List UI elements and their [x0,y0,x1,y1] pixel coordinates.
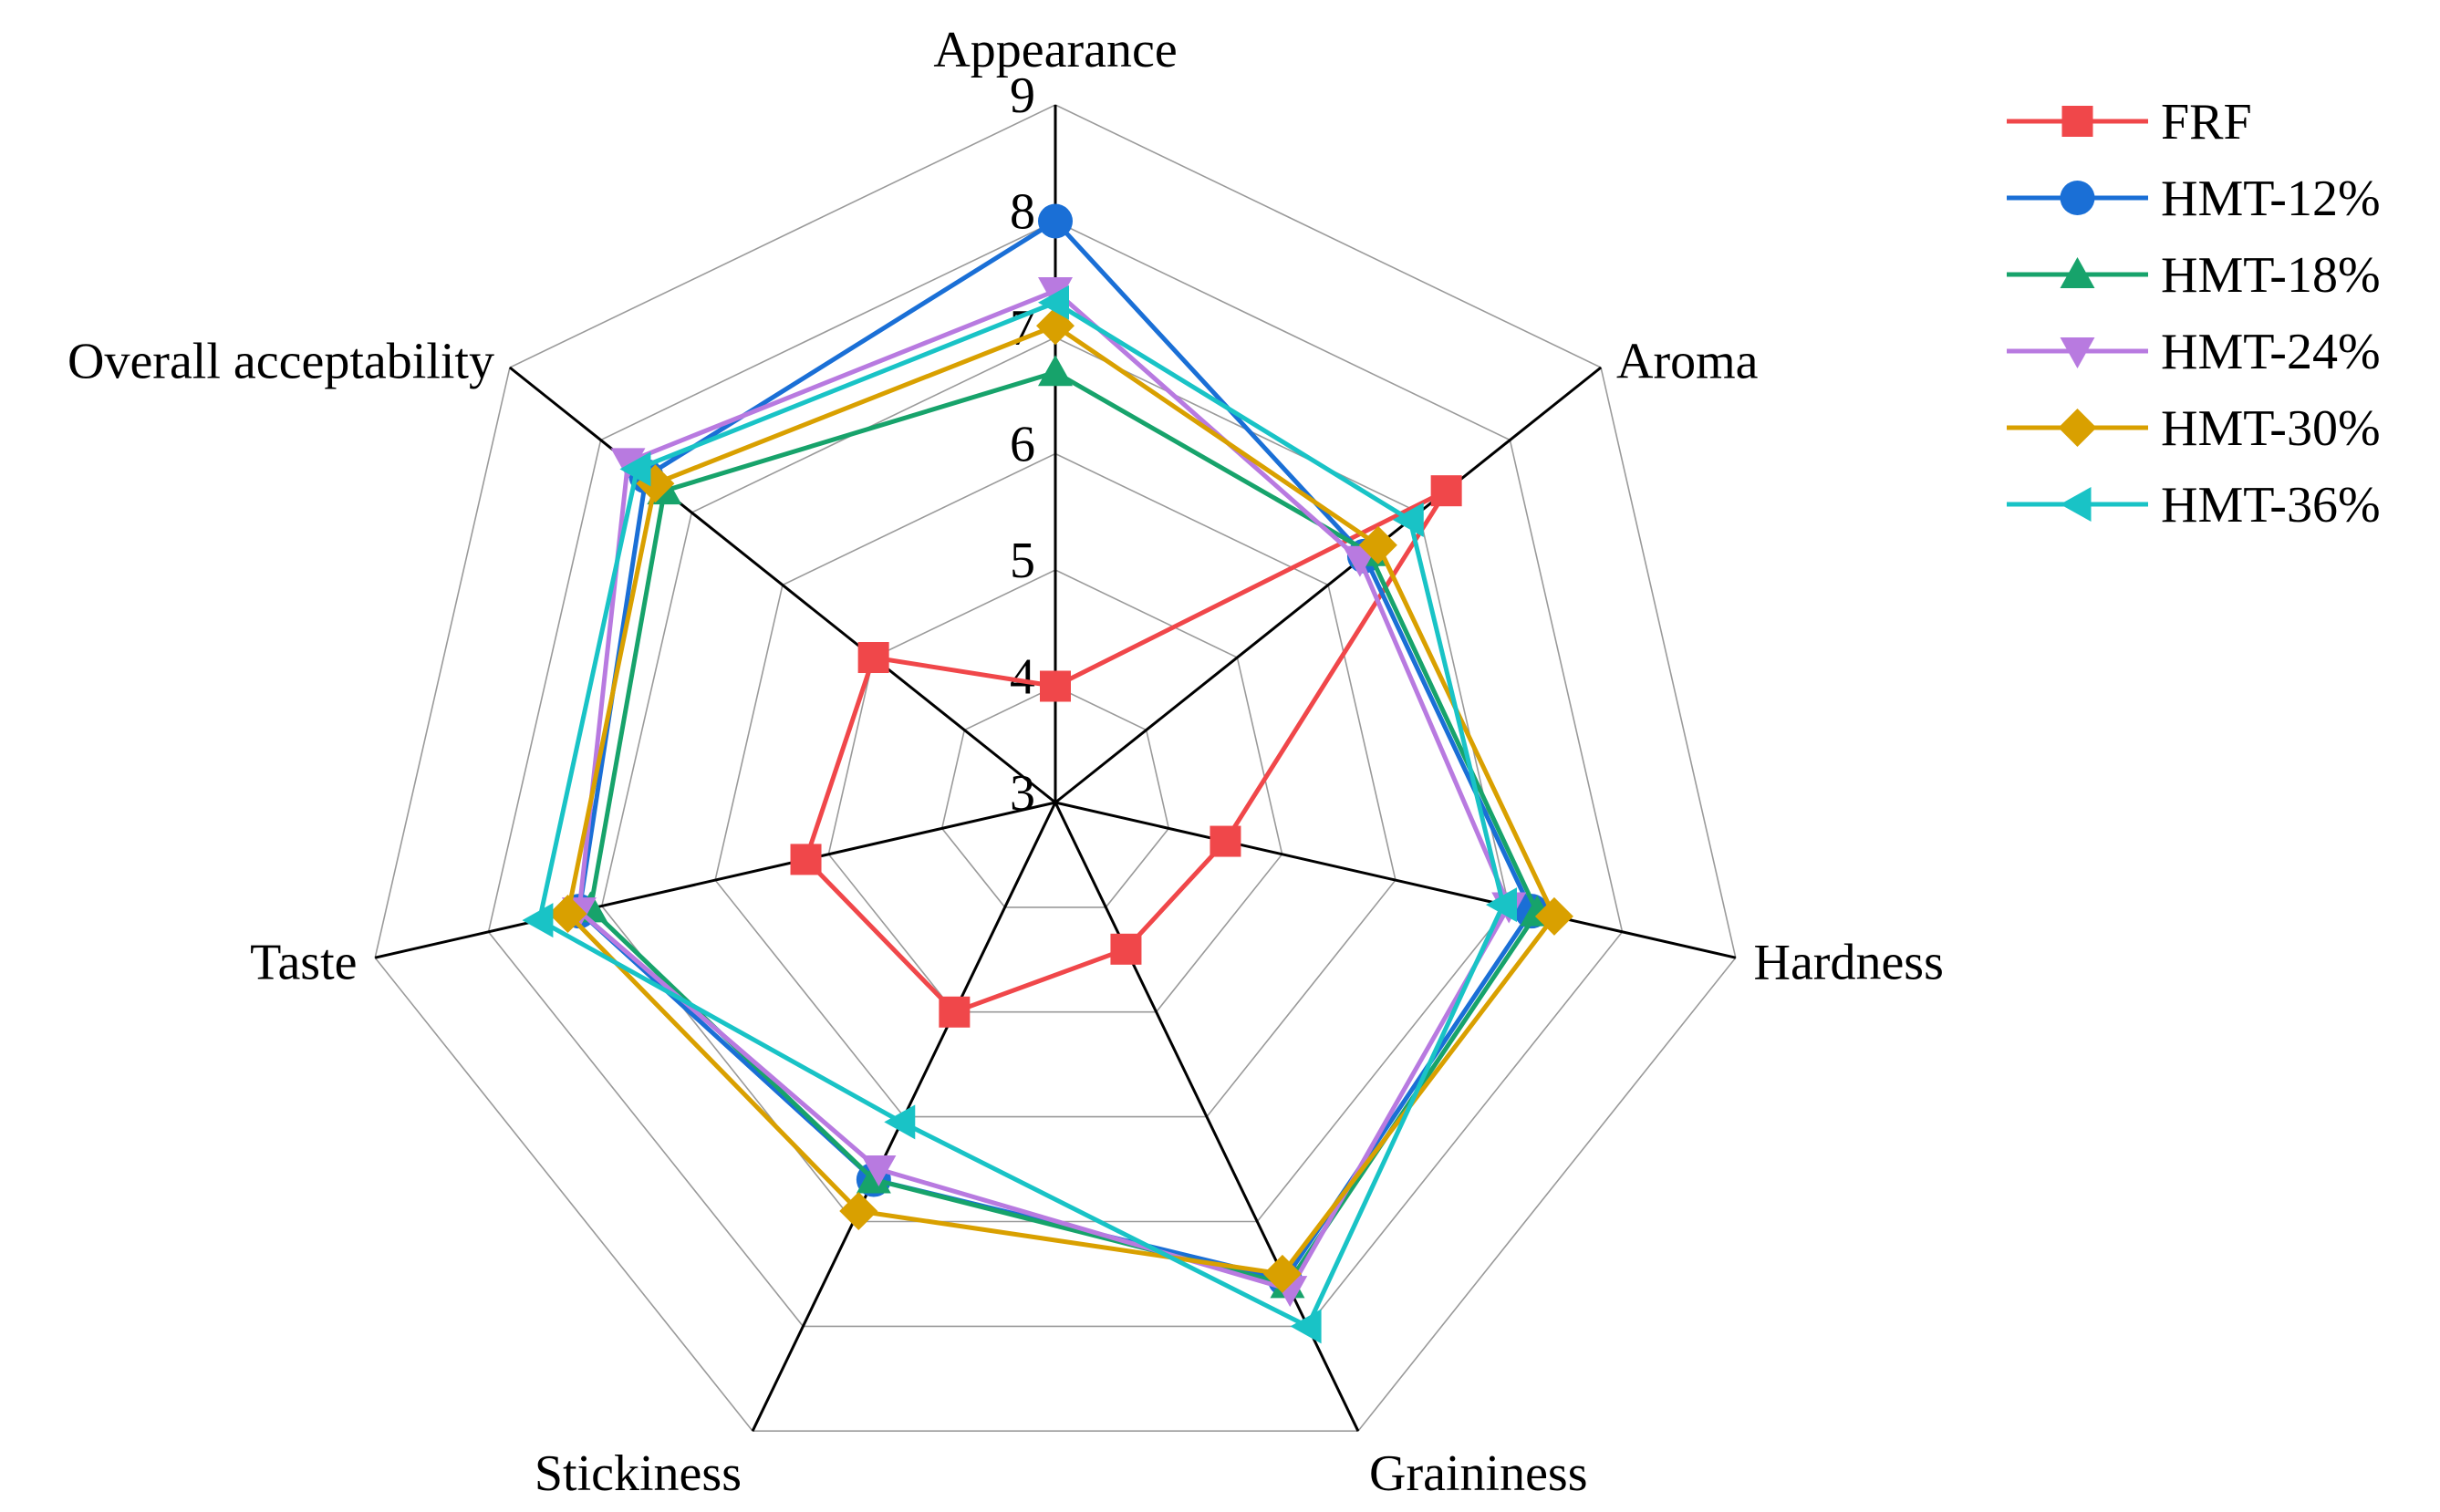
data-point-hmt-30 [839,1192,878,1231]
axis-labels: Appearance Aroma Hardness Graininess Stickin… [67,22,1944,1502]
axis-label-appearance: Appearance [933,22,1177,78]
legend-item-hmt-24: HMT-24% [2007,324,2381,380]
data-point-frf [857,642,889,674]
data-point-hmt-36 [1485,887,1517,923]
legend-item-hmt-18: HMT-18% [2007,247,2381,304]
series-line-hmt-18 [587,369,1540,1287]
tick-label: 4 [1010,649,1035,706]
legend: FRF HMT-12% HMT-18% HMT-24% HMT-30% HMT-36% [2007,94,2381,533]
series-line-hmt-24 [576,288,1511,1292]
series-line-frf [804,488,1449,1015]
legend-marker [2060,337,2095,368]
series-frf [790,475,1462,1028]
data-point-hmt-36 [522,903,554,938]
axis-spoke-taste [374,801,1056,959]
series-hmt-36 [522,285,1517,1344]
grid-ring-5 [827,569,1283,1013]
data-point-hmt-24 [1038,277,1073,308]
axis-label-taste: Taste [250,934,357,990]
legend-item-hmt-30: HMT-30% [2007,400,2381,457]
data-point-frf [1430,475,1462,507]
grid-ring-9 [374,104,1737,1432]
axis-label-hardness: Hardness [1754,934,1944,990]
legend-marker [2060,487,2092,522]
grid [374,104,1737,1432]
axis-label-aroma: Aroma [1616,333,1759,389]
legend-label: HMT-36% [2161,477,2381,533]
data-point-hmt-24 [861,1155,897,1187]
axis-label-stickiness: Stickiness [535,1445,742,1502]
data-point-frf [1040,670,1071,702]
series-hmt-18 [573,355,1555,1299]
tick-label: 8 [1010,184,1035,241]
grid-ring-8 [487,220,1624,1328]
legend-marker [2061,106,2093,137]
legend-label: HMT-18% [2161,247,2381,304]
data-point-frf [939,996,971,1028]
data-point-frf [1210,825,1241,857]
data-point-hmt-36 [1038,285,1069,320]
data-point-hmt-36 [1290,1309,1322,1344]
tick-label: 9 [1010,67,1035,124]
series-line-hmt-30 [566,323,1557,1277]
data-point-hmt-36 [1392,502,1424,537]
data-point-frf [790,844,822,875]
data-point-hmt-36 [619,451,651,487]
legend-item-hmt-36: HMT-36% [2007,477,2381,533]
legend-label: HMT-30% [2161,400,2381,457]
data-point-hmt-30 [1534,896,1573,936]
data-point-hmt-18 [1038,355,1073,387]
data-point-hmt-30 [548,894,587,933]
data-point-hmt-18 [856,1162,891,1194]
legend-label: FRF [2161,94,2252,150]
legend-label: HMT-24% [2161,324,2381,380]
legend-marker [2060,181,2095,215]
axis-label-graininess: Graininess [1369,1445,1588,1502]
data-point-frf [1110,933,1142,965]
legend-marker [2058,409,2097,447]
legend-item-frf: FRF [2007,94,2252,150]
axis-label-overall-acceptability: Overall acceptability [67,333,494,389]
axis-spoke-aroma [1054,366,1603,804]
axis-spoke-hardness [1054,801,1737,959]
series [522,203,1573,1344]
data-point-hmt-12 [1038,203,1073,239]
grid-ring-6 [714,452,1397,1118]
series-line-hmt-36 [536,300,1506,1329]
legend-label: HMT-12% [2161,171,2381,227]
series-hmt-30 [548,306,1573,1293]
data-point-hmt-24 [610,448,646,480]
axis-spoke-overall-acceptability [508,366,1056,804]
data-point-hmt-36 [884,1104,916,1140]
data-point-hmt-30 [1262,1254,1302,1293]
grid-ring-4 [940,685,1170,908]
tick-label: 5 [1010,533,1035,589]
legend-marker [2060,257,2095,288]
tick-label: 3 [1010,765,1035,822]
legend-item-hmt-12: HMT-12% [2007,171,2381,227]
data-point-hmt-30 [1358,525,1397,564]
tick-label: 6 [1010,417,1035,473]
